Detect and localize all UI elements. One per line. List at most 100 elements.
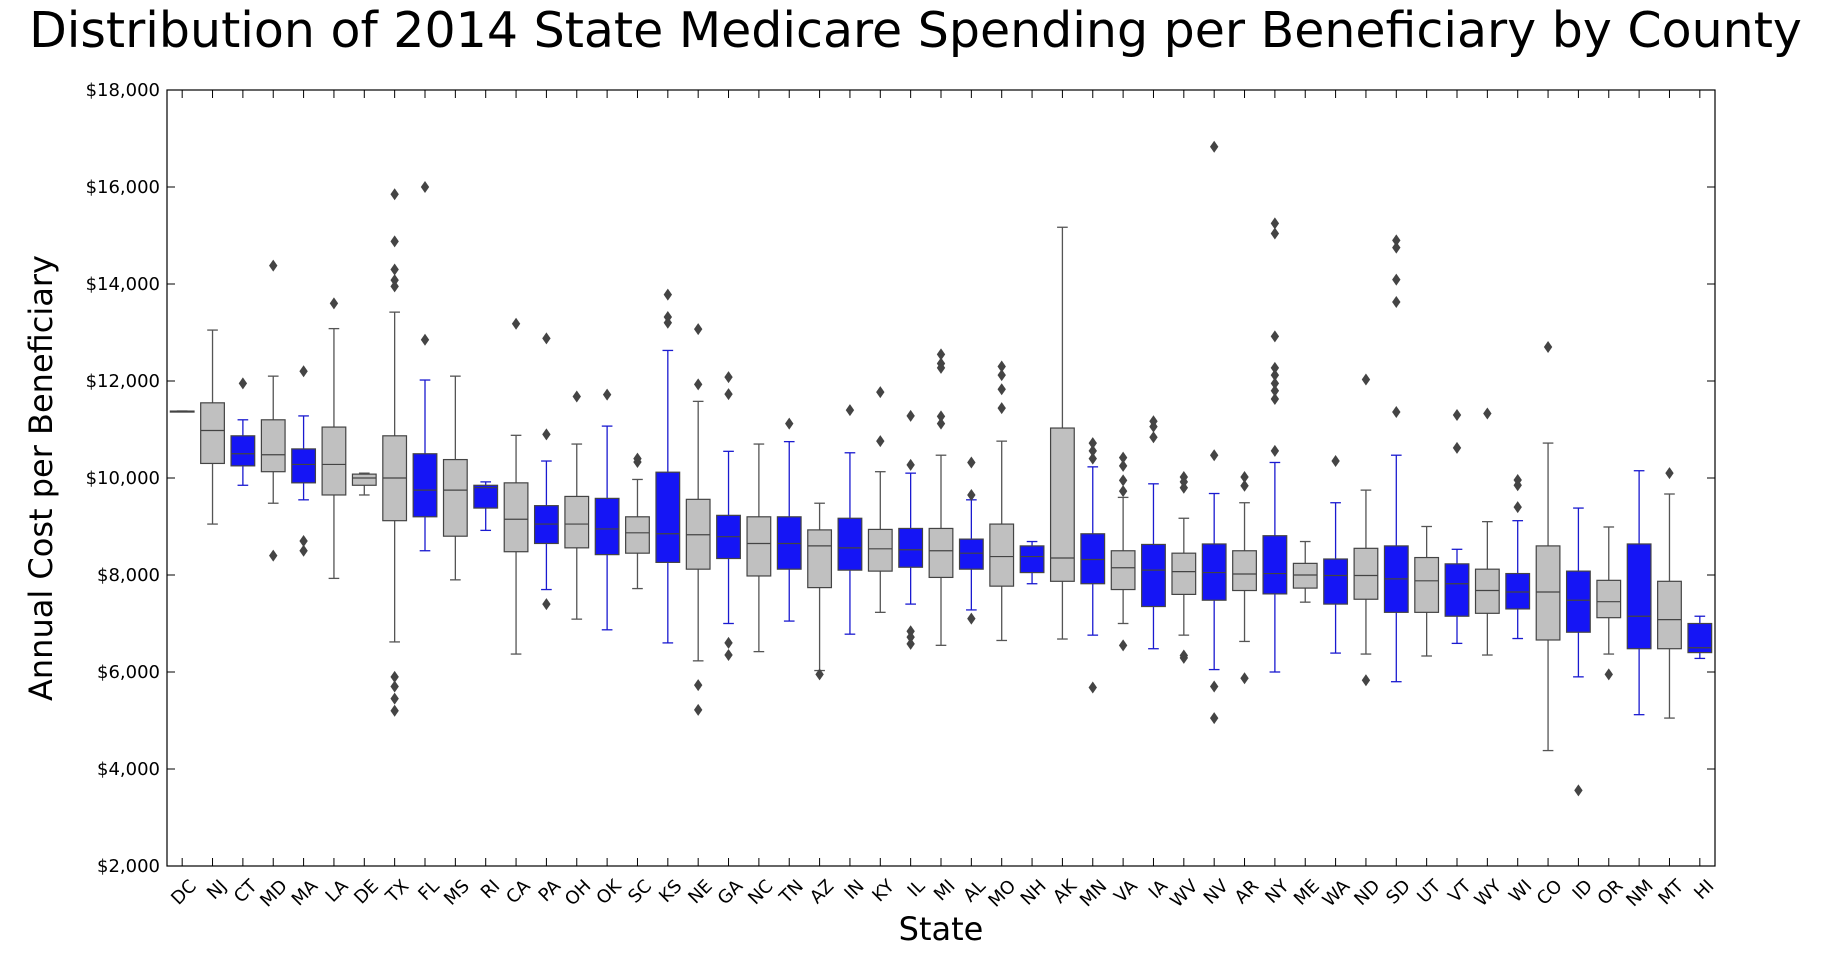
outlier-point — [1513, 473, 1522, 486]
x-tick-label: ME — [1290, 876, 1324, 910]
outlier-point — [602, 388, 612, 401]
outlier-point — [1118, 639, 1128, 652]
outlier-point — [906, 409, 915, 422]
outlier-point — [1270, 330, 1280, 343]
box-iqr — [1049, 427, 1075, 582]
outlier-point — [785, 417, 794, 430]
box-ks — [655, 288, 681, 644]
outlier-point — [511, 317, 521, 330]
outlier-point — [1270, 384, 1280, 397]
box-iqr — [1262, 535, 1288, 595]
box-iqr — [1626, 543, 1652, 650]
box-ny — [1262, 217, 1288, 673]
outlier-point — [997, 360, 1006, 373]
box-sd — [1383, 234, 1409, 683]
outlier-point — [1452, 441, 1462, 454]
box-mo — [989, 360, 1015, 642]
box-iqr — [260, 419, 286, 473]
outlier-point — [906, 637, 915, 650]
box-iqr — [1444, 563, 1470, 617]
y-tick-label: $2,000 — [97, 856, 160, 877]
outlier-point — [420, 333, 430, 346]
outlier-point — [1118, 459, 1128, 472]
x-tick-label: PA — [535, 875, 566, 906]
box-ok — [594, 388, 620, 631]
y-tick-label: $10,000 — [86, 468, 160, 489]
outlier-point — [1209, 712, 1219, 725]
y-tick-label: $16,000 — [86, 177, 160, 198]
box-me — [1292, 540, 1318, 603]
x-tick-label: WI — [1505, 876, 1536, 907]
y-axis-title: Annual Cost per Beneficiary — [22, 255, 60, 701]
x-tick-label: SD — [1382, 876, 1415, 909]
outlier-point — [1179, 471, 1189, 484]
outlier-point — [390, 680, 399, 693]
outlier-point — [1574, 784, 1583, 797]
box-or — [1596, 526, 1622, 681]
outlier-point — [724, 388, 733, 401]
outlier-point — [542, 332, 551, 345]
outlier-point — [1209, 140, 1219, 153]
outlier-point — [1240, 479, 1249, 492]
box-wa — [1323, 455, 1349, 654]
box-iqr — [412, 453, 438, 518]
box-iqr — [1657, 580, 1682, 650]
outlier-point — [663, 310, 673, 323]
x-tick-label: KY — [868, 875, 899, 906]
x-tick-label: ID — [1569, 876, 1597, 904]
box-mi — [928, 348, 954, 646]
box-nj — [200, 329, 225, 525]
box-iqr — [958, 538, 984, 570]
outlier-point — [936, 417, 946, 430]
outlier-point — [1331, 455, 1340, 468]
outlier-point — [1179, 649, 1189, 662]
x-tick-label: WY — [1471, 875, 1507, 911]
outlier-point — [1392, 273, 1401, 286]
x-tick-label: AL — [959, 876, 990, 907]
box-dc — [169, 410, 195, 413]
box-oh — [564, 390, 590, 620]
box-ky — [867, 386, 893, 613]
box-al — [958, 456, 984, 625]
box-iqr — [1687, 622, 1713, 654]
x-tick-label: FL — [414, 876, 443, 905]
box-iqr — [1353, 547, 1379, 600]
outlier-point — [633, 452, 642, 465]
outlier-point — [1392, 295, 1401, 308]
outlier-point — [724, 371, 733, 384]
box-fl — [412, 181, 438, 552]
outlier-point — [542, 428, 551, 441]
outlier-point — [876, 386, 885, 399]
outlier-point — [967, 612, 976, 625]
box-iqr — [1414, 556, 1440, 613]
outlier-point — [1209, 449, 1219, 462]
box-series — [169, 140, 1713, 797]
box-iqr — [200, 402, 225, 465]
outlier-point — [1361, 674, 1371, 687]
outlier-point — [390, 235, 399, 248]
outlier-point — [390, 263, 399, 276]
x-tick-label: MN — [1076, 876, 1111, 911]
box-tn — [776, 417, 802, 622]
box-iqr — [230, 435, 256, 467]
box-ut — [1414, 525, 1440, 657]
outlier-point — [390, 670, 399, 683]
outlier-point — [876, 435, 885, 448]
box-nh — [1019, 540, 1045, 585]
box-iqr — [837, 517, 863, 571]
box-nm — [1626, 470, 1652, 716]
box-iqr — [1596, 579, 1622, 619]
x-tick-label: VT — [1444, 875, 1476, 907]
box-ak — [1049, 226, 1075, 640]
box-il — [898, 409, 924, 650]
box-wy — [1474, 407, 1500, 656]
x-tick-label: CT — [230, 875, 262, 907]
x-tick-label: OH — [561, 876, 595, 910]
x-tick-label: ND — [1350, 876, 1384, 910]
outlier-point — [1118, 474, 1128, 487]
outlier-point — [390, 188, 399, 201]
x-tick-label: HI — [1690, 876, 1718, 904]
outlier-point — [997, 402, 1006, 415]
box-iqr — [898, 527, 924, 568]
box-iqr — [291, 448, 317, 484]
